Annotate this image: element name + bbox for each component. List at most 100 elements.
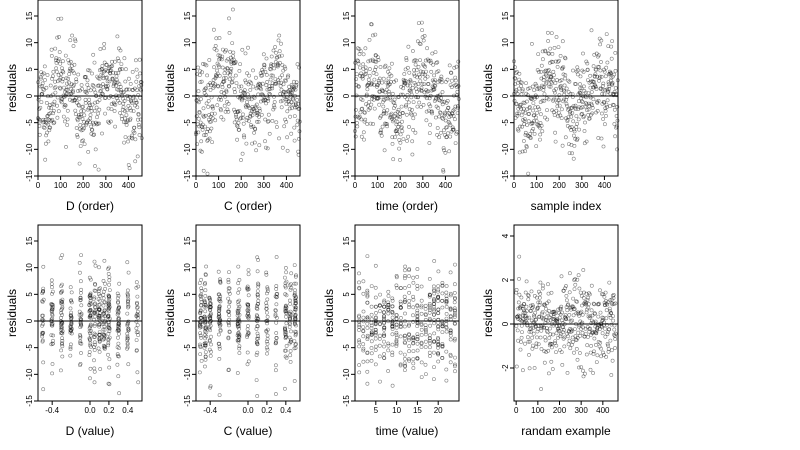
residual-point: [438, 111, 443, 115]
residual-point: [570, 95, 575, 99]
residual-point: [77, 260, 82, 265]
residual-point: [580, 100, 585, 105]
residual-point: [602, 294, 607, 299]
residual-point: [96, 307, 101, 312]
residual-point: [565, 103, 569, 108]
residual-point: [209, 334, 213, 339]
residual-point: [455, 130, 460, 135]
residual-point: [105, 75, 109, 80]
residual-point: [512, 59, 516, 64]
residual-point: [524, 309, 529, 313]
residual-point: [369, 284, 374, 289]
residual-point: [361, 52, 366, 57]
residual-point: [386, 69, 390, 74]
residual-point: [544, 350, 549, 354]
residual-point: [92, 344, 96, 349]
residual-point: [394, 343, 399, 348]
residual-point: [452, 300, 457, 305]
residual-point: [450, 78, 454, 83]
residual-point: [610, 81, 615, 85]
residual-point: [294, 342, 299, 346]
residual-point: [116, 335, 120, 340]
residual-point: [422, 34, 427, 38]
residual-point: [408, 78, 413, 83]
residual-point: [598, 288, 602, 293]
residual-point: [265, 341, 270, 346]
residual-point: [228, 68, 233, 73]
residual-point: [257, 106, 262, 111]
residual-point: [551, 332, 555, 337]
residual-point: [292, 263, 297, 268]
residual-point: [255, 294, 260, 299]
residual-point: [365, 321, 370, 326]
residual-point: [139, 80, 144, 85]
residual-point: [387, 92, 392, 96]
residual-point: [203, 343, 208, 348]
residual-point: [125, 118, 130, 123]
residual-point: [92, 358, 96, 363]
residual-point: [419, 311, 424, 316]
residual-point: [402, 81, 407, 86]
residual-point: [65, 123, 70, 127]
residual-point: [525, 123, 530, 127]
residual-point: [246, 324, 250, 328]
residual-point: [573, 327, 577, 332]
residual-point: [407, 70, 412, 75]
x-axis-label: time (order): [376, 199, 438, 213]
residual-point: [428, 58, 433, 63]
residual-point: [604, 32, 609, 37]
residual-point: [253, 106, 258, 110]
residual-point: [404, 58, 409, 63]
residual-point: [52, 120, 57, 125]
residual-point: [612, 327, 617, 332]
residual-point: [361, 291, 366, 296]
residual-point: [444, 290, 449, 295]
residual-point: [249, 97, 254, 102]
x-tick-label: -0.4: [203, 406, 217, 415]
residual-point: [411, 116, 416, 121]
residual-point: [60, 79, 65, 84]
residual-point: [78, 115, 83, 119]
residual-point: [203, 294, 208, 298]
residual-point: [283, 117, 288, 122]
residual-point: [411, 361, 416, 366]
residual-point: [66, 58, 71, 63]
residual-point: [202, 133, 207, 138]
residual-point: [365, 335, 370, 340]
residual-point: [287, 102, 292, 107]
x-tick-label: 0.0: [242, 406, 254, 415]
residual-point: [206, 105, 211, 109]
residual-point: [611, 314, 615, 319]
residual-point: [58, 86, 63, 91]
residual-point: [40, 81, 45, 86]
residual-point: [107, 357, 112, 362]
residual-point: [412, 112, 417, 117]
residual-point: [102, 46, 106, 51]
residual-point: [291, 79, 296, 84]
residual-point: [571, 296, 576, 301]
plot-frame: [513, 0, 619, 177]
residual-point: [235, 124, 240, 129]
residual-point: [89, 106, 93, 110]
residual-point: [552, 73, 556, 78]
residual-point: [115, 328, 120, 333]
residual-point: [519, 335, 524, 340]
residual-point: [353, 108, 358, 112]
residual-point: [223, 76, 228, 80]
residual-point: [609, 56, 614, 61]
residual-point: [95, 121, 100, 126]
residual-point: [537, 314, 542, 319]
residual-point: [73, 112, 78, 117]
residual-point: [244, 118, 249, 123]
residual-point: [134, 100, 139, 105]
residual-point: [273, 363, 278, 368]
residual-point: [613, 86, 618, 90]
residual-point: [593, 74, 597, 79]
residual-point: [432, 318, 437, 323]
residual-point: [129, 135, 134, 140]
residual-point: [223, 109, 228, 114]
residual-point: [607, 87, 612, 91]
residual-point: [266, 96, 271, 101]
residual-point: [87, 275, 92, 280]
residual-point: [106, 84, 110, 88]
